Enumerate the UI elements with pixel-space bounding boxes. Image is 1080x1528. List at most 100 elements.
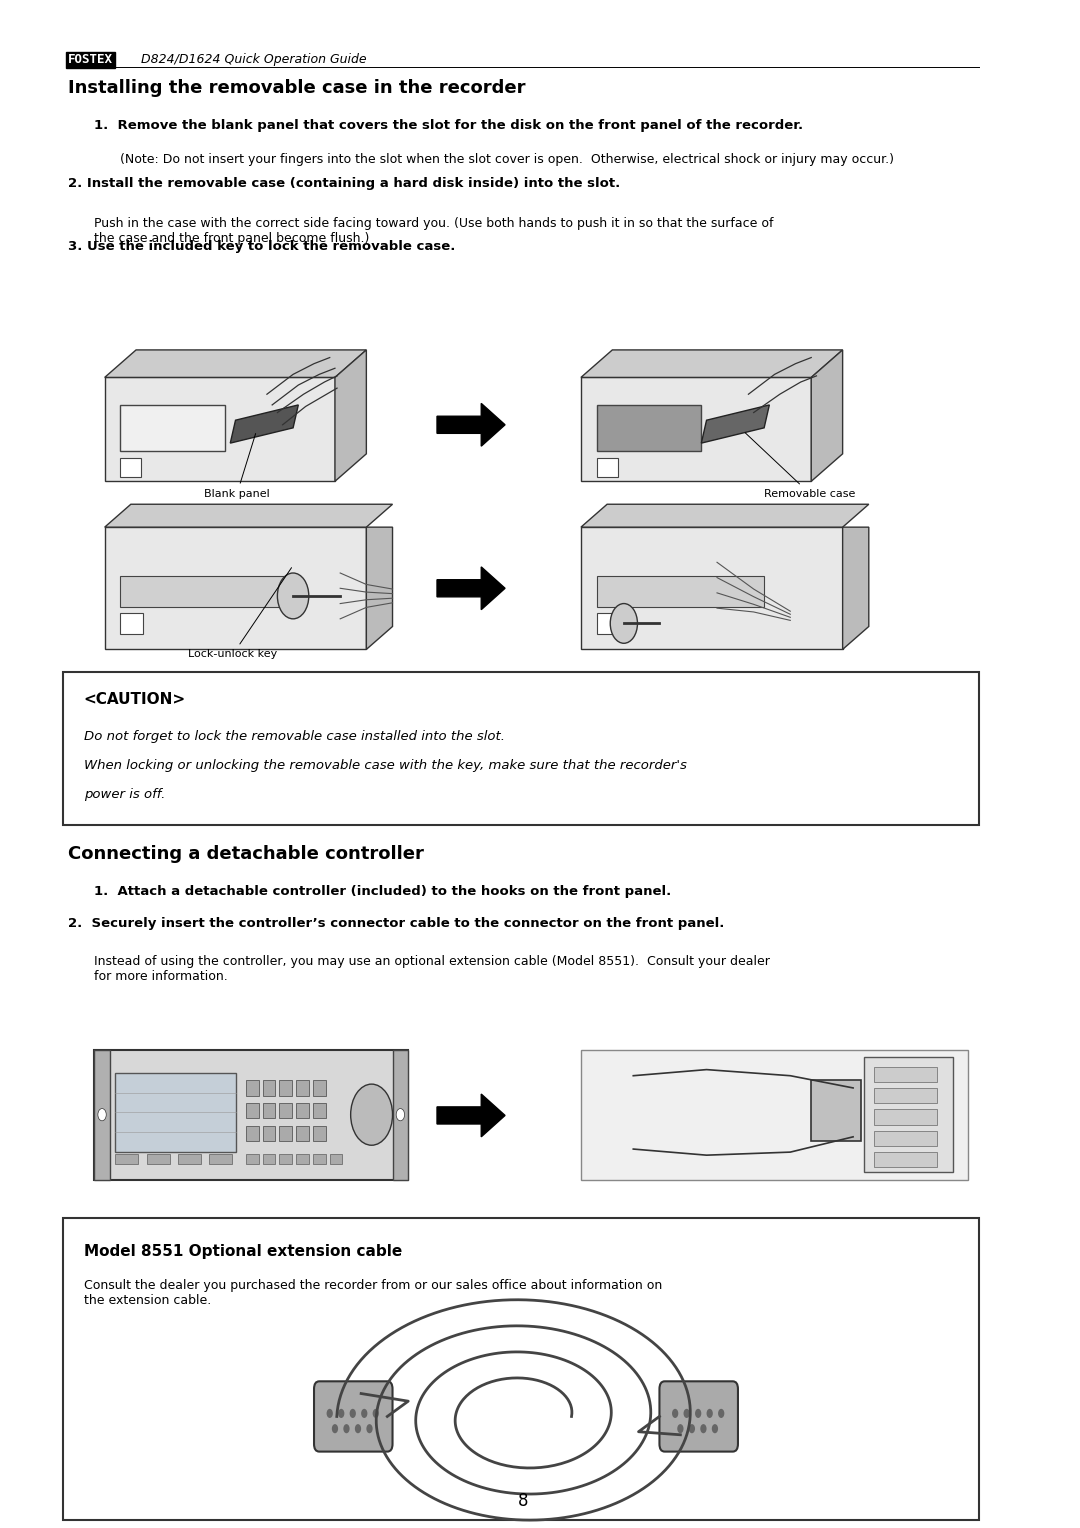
Polygon shape bbox=[581, 504, 868, 527]
Text: Consult the dealer you purchased the recorder from or our sales office about inf: Consult the dealer you purchased the rec… bbox=[84, 1279, 662, 1306]
Bar bbox=[296, 1103, 309, 1118]
Bar bbox=[329, 1154, 342, 1164]
Bar bbox=[874, 1131, 936, 1146]
Bar bbox=[280, 1126, 292, 1141]
Text: (Note: Do not insert your fingers into the slot when the slot cover is open.  Ot: (Note: Do not insert your fingers into t… bbox=[120, 153, 894, 167]
FancyArrow shape bbox=[437, 567, 505, 610]
Text: When locking or unlocking the removable case with the key, make sure that the re: When locking or unlocking the removable … bbox=[84, 759, 687, 773]
FancyArrow shape bbox=[437, 403, 505, 446]
Circle shape bbox=[718, 1409, 725, 1418]
Bar bbox=[280, 1103, 292, 1118]
Circle shape bbox=[338, 1409, 345, 1418]
Circle shape bbox=[278, 573, 309, 619]
Polygon shape bbox=[105, 504, 392, 527]
Circle shape bbox=[361, 1409, 367, 1418]
Circle shape bbox=[350, 1409, 356, 1418]
Circle shape bbox=[373, 1409, 379, 1418]
Bar bbox=[262, 1103, 275, 1118]
Text: D824/D1624 Quick Operation Guide: D824/D1624 Quick Operation Guide bbox=[141, 53, 367, 67]
Text: Do not forget to lock the removable case installed into the slot.: Do not forget to lock the removable case… bbox=[84, 730, 504, 744]
Bar bbox=[313, 1126, 325, 1141]
Circle shape bbox=[672, 1409, 678, 1418]
Text: 2.  Securely insert the controller’s connector cable to the connector on the fro: 2. Securely insert the controller’s conn… bbox=[68, 917, 725, 931]
Bar bbox=[262, 1080, 275, 1096]
Circle shape bbox=[343, 1424, 350, 1433]
Bar bbox=[246, 1126, 258, 1141]
Bar bbox=[94, 1050, 110, 1180]
Polygon shape bbox=[701, 405, 769, 443]
Circle shape bbox=[610, 604, 637, 643]
Bar bbox=[280, 1080, 292, 1096]
Circle shape bbox=[684, 1409, 690, 1418]
Circle shape bbox=[355, 1424, 361, 1433]
Bar bbox=[596, 576, 765, 607]
Text: 1.  Remove the blank panel that covers the slot for the disk on the front panel : 1. Remove the blank panel that covers th… bbox=[94, 119, 804, 133]
Text: Removable case: Removable case bbox=[745, 432, 855, 498]
Circle shape bbox=[98, 1109, 106, 1122]
FancyArrow shape bbox=[437, 1094, 505, 1137]
Text: 2. Install the removable case (containing a hard disk inside) into the slot.: 2. Install the removable case (containin… bbox=[68, 177, 620, 191]
Bar bbox=[874, 1152, 936, 1167]
Circle shape bbox=[351, 1085, 392, 1146]
Text: Lock-unlock key: Lock-unlock key bbox=[188, 568, 292, 659]
Text: <CAUTION>: <CAUTION> bbox=[84, 692, 186, 707]
Bar bbox=[811, 1080, 862, 1141]
Bar bbox=[105, 377, 335, 481]
Text: Blank panel: Blank panel bbox=[204, 434, 270, 498]
Bar bbox=[581, 527, 842, 649]
Polygon shape bbox=[842, 527, 868, 649]
Text: Push in the case with the correct side facing toward you. (Use both hands to pus: Push in the case with the correct side f… bbox=[94, 217, 773, 244]
Bar bbox=[246, 1154, 258, 1164]
Bar bbox=[581, 1050, 969, 1180]
Text: 8: 8 bbox=[518, 1491, 528, 1510]
Text: Connecting a detachable controller: Connecting a detachable controller bbox=[68, 845, 424, 863]
Bar bbox=[864, 1057, 953, 1172]
Bar bbox=[874, 1067, 936, 1082]
Bar bbox=[105, 527, 366, 649]
Polygon shape bbox=[811, 350, 842, 481]
Circle shape bbox=[696, 1409, 701, 1418]
Bar bbox=[596, 405, 701, 451]
Polygon shape bbox=[366, 527, 392, 649]
Bar bbox=[116, 1073, 235, 1152]
Bar bbox=[874, 1088, 936, 1103]
Bar bbox=[313, 1154, 325, 1164]
Circle shape bbox=[677, 1424, 684, 1433]
Bar bbox=[392, 1050, 408, 1180]
Polygon shape bbox=[335, 350, 366, 481]
Bar bbox=[120, 613, 144, 634]
Circle shape bbox=[326, 1409, 333, 1418]
Polygon shape bbox=[105, 350, 366, 377]
Circle shape bbox=[689, 1424, 696, 1433]
Circle shape bbox=[706, 1409, 713, 1418]
Text: power is off.: power is off. bbox=[84, 788, 165, 802]
Bar bbox=[581, 377, 811, 481]
Bar bbox=[120, 576, 288, 607]
Circle shape bbox=[700, 1424, 706, 1433]
Circle shape bbox=[712, 1424, 718, 1433]
Bar bbox=[262, 1154, 275, 1164]
Bar bbox=[120, 458, 141, 477]
Text: Model 8551 Optional extension cable: Model 8551 Optional extension cable bbox=[84, 1244, 402, 1259]
Bar bbox=[246, 1103, 258, 1118]
FancyBboxPatch shape bbox=[63, 1218, 978, 1520]
Bar bbox=[296, 1154, 309, 1164]
Bar bbox=[246, 1080, 258, 1096]
FancyBboxPatch shape bbox=[314, 1381, 392, 1452]
Bar bbox=[874, 1109, 936, 1125]
Bar bbox=[210, 1154, 232, 1164]
FancyBboxPatch shape bbox=[63, 672, 978, 825]
FancyBboxPatch shape bbox=[660, 1381, 738, 1452]
Bar bbox=[178, 1154, 201, 1164]
Bar bbox=[280, 1154, 292, 1164]
Circle shape bbox=[332, 1424, 338, 1433]
Bar bbox=[94, 1050, 408, 1180]
Text: Installing the removable case in the recorder: Installing the removable case in the rec… bbox=[68, 79, 526, 98]
Bar bbox=[296, 1126, 309, 1141]
Bar bbox=[313, 1080, 325, 1096]
Circle shape bbox=[396, 1109, 405, 1122]
Polygon shape bbox=[230, 405, 298, 443]
Polygon shape bbox=[581, 350, 842, 377]
Bar bbox=[313, 1103, 325, 1118]
Text: FOSTEX: FOSTEX bbox=[68, 53, 113, 67]
